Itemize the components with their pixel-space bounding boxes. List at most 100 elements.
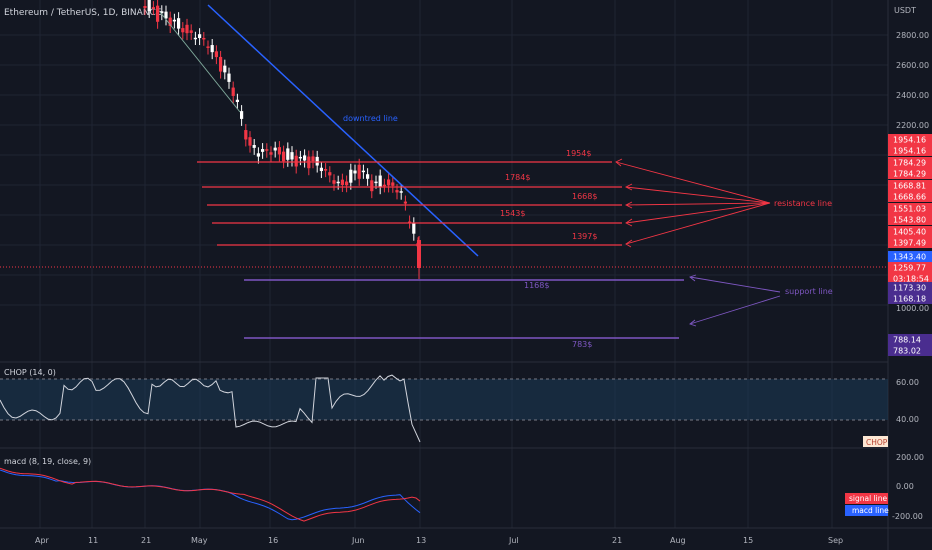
price-tag-text: 1405.40 xyxy=(893,228,926,237)
price-tag xyxy=(888,345,932,356)
candle-body xyxy=(240,111,244,119)
time-axis-label: May xyxy=(191,536,208,545)
candle-body xyxy=(282,151,286,162)
price-tag-text: 1954.16 xyxy=(893,147,926,156)
candle-body xyxy=(412,223,416,234)
macd-axis-label: 200.00 xyxy=(896,453,924,462)
candle-body xyxy=(219,56,223,72)
price-tag xyxy=(888,180,932,191)
downtrend-label: downtred line xyxy=(343,114,398,123)
price-tag xyxy=(888,226,932,237)
resistance-label: 1784$ xyxy=(505,173,530,182)
resistance-annotation: resistance line xyxy=(774,199,832,208)
candle-body xyxy=(294,155,298,167)
price-tag xyxy=(888,157,932,168)
price-tag xyxy=(888,273,932,284)
resistance-label: 1668$ xyxy=(572,192,597,201)
support-levels[interactable] xyxy=(244,279,684,339)
candle-body xyxy=(357,164,361,179)
macd-axis-label: -200.00 xyxy=(892,512,923,521)
time-axis-label: Aug xyxy=(670,536,686,545)
price-tag-text: 1668.66 xyxy=(893,193,926,202)
candle-body xyxy=(298,156,302,159)
candle-body xyxy=(391,182,395,186)
candle-body xyxy=(277,147,281,155)
macd-title: macd (8, 19, close, 9) xyxy=(4,457,91,466)
price-tag xyxy=(888,293,932,304)
price-tag xyxy=(888,145,932,156)
resistance-label: 1543$ xyxy=(500,209,525,218)
price-tag-text: 1168.18 xyxy=(893,295,926,304)
price-tag xyxy=(888,214,932,225)
candle-body xyxy=(227,73,231,82)
chop-axis-label: 60.00 xyxy=(896,378,919,387)
candle-body xyxy=(399,191,403,193)
signal-legend xyxy=(845,493,888,504)
candle-body xyxy=(328,172,332,176)
candle-body xyxy=(370,180,374,192)
candle-body xyxy=(395,190,399,193)
price-axis-label: 2600.00 xyxy=(896,61,929,70)
price-tag xyxy=(888,237,932,248)
price-tag xyxy=(888,134,932,145)
candle-body xyxy=(345,181,349,186)
candle-body xyxy=(202,37,206,40)
price-tag xyxy=(888,282,932,293)
candle-body xyxy=(332,180,336,184)
time-axis-label: 16 xyxy=(268,536,278,545)
support-label: 1168$ xyxy=(524,281,549,290)
candle-body xyxy=(168,17,172,26)
candle-body xyxy=(248,137,252,146)
candle-body xyxy=(143,6,147,8)
candle-body xyxy=(181,28,185,33)
time-axis-label: 21 xyxy=(612,536,622,545)
time-axis-label: Jun xyxy=(351,536,365,545)
candle-body xyxy=(336,181,340,184)
price-tag-text: 1343.40 xyxy=(893,253,926,262)
price-axis[interactable]: 2800.00 2600.00 2400.00 2200.00 1000.00 xyxy=(896,31,929,313)
price-axis-label: 2200.00 xyxy=(896,121,929,130)
candle-body xyxy=(286,148,290,160)
candle-body xyxy=(189,30,193,33)
candle-body xyxy=(408,221,412,224)
candle-body xyxy=(374,181,378,184)
price-axis-label: 2800.00 xyxy=(896,31,929,40)
resistance-arrows xyxy=(615,158,771,248)
price-tag-text: 1397.49 xyxy=(893,239,926,248)
candle-body xyxy=(324,169,328,171)
downtrend-line[interactable] xyxy=(207,4,479,257)
candle-body xyxy=(349,169,353,183)
candle-body xyxy=(269,152,273,155)
candle-body xyxy=(160,11,164,14)
candle-body xyxy=(214,51,218,58)
candle-body xyxy=(387,179,391,186)
macd-legend-text: macd line xyxy=(852,506,889,515)
macd-axis-label: 0.00 xyxy=(896,482,914,491)
candle-body xyxy=(366,174,370,179)
price-axis-label: 2400.00 xyxy=(896,91,929,100)
price-axis-label: 1000.00 xyxy=(896,304,929,313)
candle-body xyxy=(361,170,365,173)
candle-body xyxy=(164,11,168,19)
time-axis-label: 21 xyxy=(141,536,151,545)
resistance-labels: 1954$ 1784$ 1668$ 1543$ 1397$ xyxy=(500,149,597,241)
support-arrows xyxy=(689,274,781,327)
downtrend-channel-line xyxy=(159,11,241,113)
price-tag-text: 783.02 xyxy=(893,347,921,356)
support-annotation: support line xyxy=(785,287,833,296)
time-axis[interactable]: Apr 11 21 May 16 Jun 13 Jul 21 Aug 15 Se… xyxy=(35,536,843,545)
price-tag xyxy=(888,203,932,214)
price-tag xyxy=(888,251,932,262)
candle-body xyxy=(147,0,151,11)
candle-body xyxy=(185,24,189,34)
support-label: 783$ xyxy=(572,340,592,349)
time-axis-label: 11 xyxy=(88,536,98,545)
grid xyxy=(0,0,888,528)
price-tag-text: 788.14 xyxy=(893,336,921,345)
candle-body xyxy=(193,37,197,40)
candle-body xyxy=(382,184,386,187)
resistance-levels[interactable] xyxy=(197,161,622,246)
chop-tag xyxy=(863,436,888,447)
price-tag-text: 1784.29 xyxy=(893,159,926,168)
